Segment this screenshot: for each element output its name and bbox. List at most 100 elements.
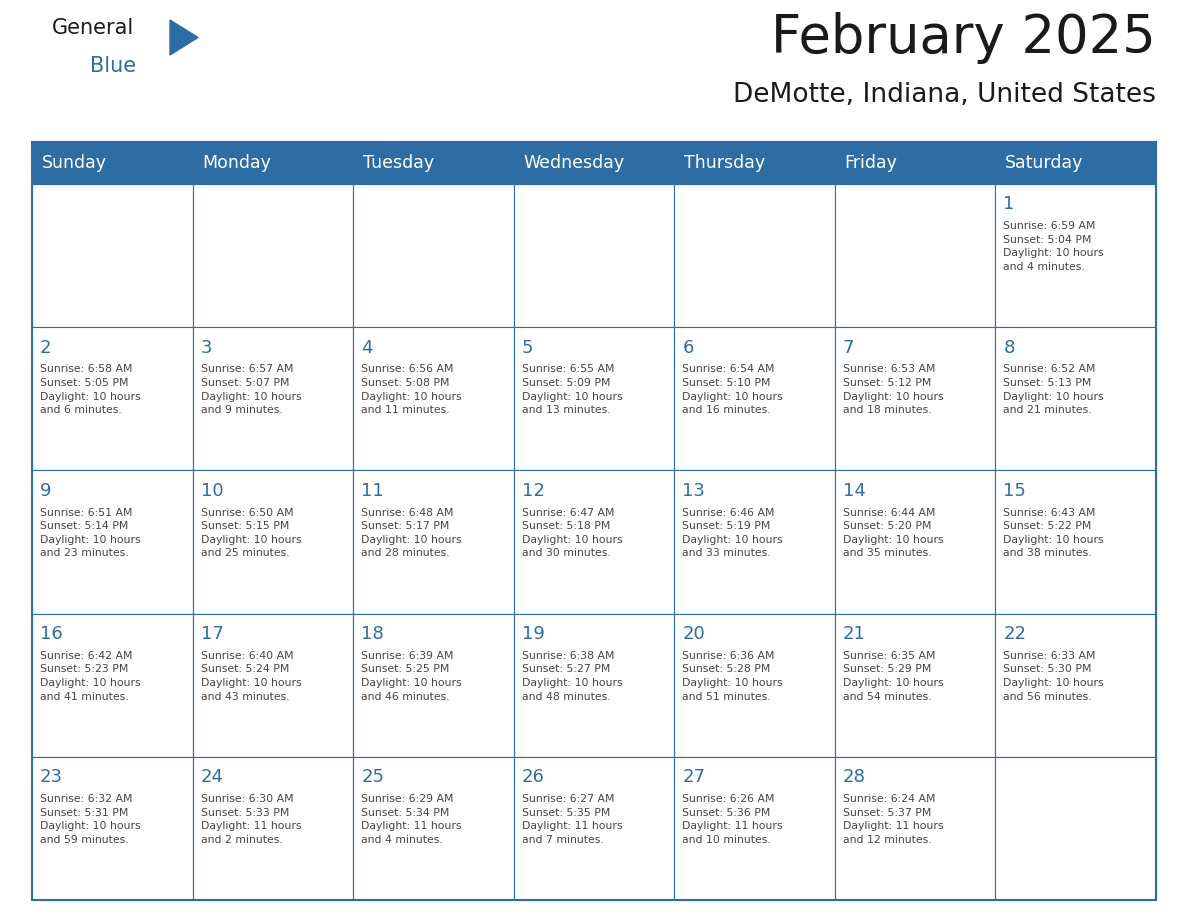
Text: Sunrise: 6:29 AM
Sunset: 5:34 PM
Daylight: 11 hours
and 4 minutes.: Sunrise: 6:29 AM Sunset: 5:34 PM Dayligh… xyxy=(361,794,462,845)
Bar xyxy=(192,184,353,327)
Bar xyxy=(996,470,1156,613)
Bar xyxy=(675,470,835,613)
Text: Sunrise: 6:43 AM
Sunset: 5:22 PM
Daylight: 10 hours
and 38 minutes.: Sunrise: 6:43 AM Sunset: 5:22 PM Dayligh… xyxy=(1004,508,1104,558)
Text: 7: 7 xyxy=(842,339,854,357)
Text: 23: 23 xyxy=(40,768,63,786)
Text: Sunrise: 6:27 AM
Sunset: 5:35 PM
Daylight: 11 hours
and 7 minutes.: Sunrise: 6:27 AM Sunset: 5:35 PM Dayligh… xyxy=(522,794,623,845)
Text: DeMotte, Indiana, United States: DeMotte, Indiana, United States xyxy=(733,82,1156,108)
Text: Sunrise: 6:42 AM
Sunset: 5:23 PM
Daylight: 10 hours
and 41 minutes.: Sunrise: 6:42 AM Sunset: 5:23 PM Dayligh… xyxy=(40,651,140,701)
Bar xyxy=(192,142,353,184)
Text: Sunrise: 6:59 AM
Sunset: 5:04 PM
Daylight: 10 hours
and 4 minutes.: Sunrise: 6:59 AM Sunset: 5:04 PM Dayligh… xyxy=(1004,221,1104,272)
Bar xyxy=(353,756,513,900)
Text: Saturday: Saturday xyxy=(1005,154,1083,172)
Bar xyxy=(192,327,353,470)
Text: Sunrise: 6:33 AM
Sunset: 5:30 PM
Daylight: 10 hours
and 56 minutes.: Sunrise: 6:33 AM Sunset: 5:30 PM Dayligh… xyxy=(1004,651,1104,701)
Bar xyxy=(32,142,1156,900)
Text: 22: 22 xyxy=(1004,625,1026,643)
Text: 21: 21 xyxy=(842,625,866,643)
Text: 12: 12 xyxy=(522,482,544,500)
Bar xyxy=(353,470,513,613)
Bar xyxy=(996,613,1156,756)
Text: 20: 20 xyxy=(682,625,704,643)
Bar xyxy=(513,184,675,327)
Bar xyxy=(835,470,996,613)
Text: Sunrise: 6:55 AM
Sunset: 5:09 PM
Daylight: 10 hours
and 13 minutes.: Sunrise: 6:55 AM Sunset: 5:09 PM Dayligh… xyxy=(522,364,623,415)
Polygon shape xyxy=(170,20,198,55)
Text: Thursday: Thursday xyxy=(684,154,765,172)
Text: 8: 8 xyxy=(1004,339,1015,357)
Bar xyxy=(835,142,996,184)
Bar xyxy=(353,184,513,327)
Bar xyxy=(513,470,675,613)
Bar xyxy=(353,613,513,756)
Bar xyxy=(996,756,1156,900)
Text: 3: 3 xyxy=(201,339,213,357)
Bar xyxy=(32,756,192,900)
Text: Sunrise: 6:58 AM
Sunset: 5:05 PM
Daylight: 10 hours
and 6 minutes.: Sunrise: 6:58 AM Sunset: 5:05 PM Dayligh… xyxy=(40,364,140,415)
Bar xyxy=(513,142,675,184)
Bar xyxy=(675,184,835,327)
Text: 1: 1 xyxy=(1004,196,1015,214)
Text: 28: 28 xyxy=(842,768,866,786)
Bar xyxy=(996,184,1156,327)
Bar xyxy=(32,613,192,756)
Bar xyxy=(835,756,996,900)
Bar xyxy=(32,327,192,470)
Bar xyxy=(513,613,675,756)
Text: Sunrise: 6:26 AM
Sunset: 5:36 PM
Daylight: 11 hours
and 10 minutes.: Sunrise: 6:26 AM Sunset: 5:36 PM Dayligh… xyxy=(682,794,783,845)
Text: 10: 10 xyxy=(201,482,223,500)
Text: Sunrise: 6:30 AM
Sunset: 5:33 PM
Daylight: 11 hours
and 2 minutes.: Sunrise: 6:30 AM Sunset: 5:33 PM Dayligh… xyxy=(201,794,301,845)
Text: February 2025: February 2025 xyxy=(771,12,1156,64)
Bar xyxy=(32,470,192,613)
Text: Friday: Friday xyxy=(845,154,897,172)
Text: Sunrise: 6:54 AM
Sunset: 5:10 PM
Daylight: 10 hours
and 16 minutes.: Sunrise: 6:54 AM Sunset: 5:10 PM Dayligh… xyxy=(682,364,783,415)
Text: Sunrise: 6:47 AM
Sunset: 5:18 PM
Daylight: 10 hours
and 30 minutes.: Sunrise: 6:47 AM Sunset: 5:18 PM Dayligh… xyxy=(522,508,623,558)
Text: Sunrise: 6:35 AM
Sunset: 5:29 PM
Daylight: 10 hours
and 54 minutes.: Sunrise: 6:35 AM Sunset: 5:29 PM Dayligh… xyxy=(842,651,943,701)
Bar xyxy=(32,184,192,327)
Text: 25: 25 xyxy=(361,768,384,786)
Text: Sunrise: 6:44 AM
Sunset: 5:20 PM
Daylight: 10 hours
and 35 minutes.: Sunrise: 6:44 AM Sunset: 5:20 PM Dayligh… xyxy=(842,508,943,558)
Text: 9: 9 xyxy=(40,482,51,500)
Text: Wednesday: Wednesday xyxy=(524,154,625,172)
Bar xyxy=(32,142,192,184)
Bar xyxy=(835,327,996,470)
Text: Sunrise: 6:39 AM
Sunset: 5:25 PM
Daylight: 10 hours
and 46 minutes.: Sunrise: 6:39 AM Sunset: 5:25 PM Dayligh… xyxy=(361,651,462,701)
Text: Sunrise: 6:46 AM
Sunset: 5:19 PM
Daylight: 10 hours
and 33 minutes.: Sunrise: 6:46 AM Sunset: 5:19 PM Dayligh… xyxy=(682,508,783,558)
Text: Sunrise: 6:51 AM
Sunset: 5:14 PM
Daylight: 10 hours
and 23 minutes.: Sunrise: 6:51 AM Sunset: 5:14 PM Dayligh… xyxy=(40,508,140,558)
Bar xyxy=(996,327,1156,470)
Text: Sunrise: 6:57 AM
Sunset: 5:07 PM
Daylight: 10 hours
and 9 minutes.: Sunrise: 6:57 AM Sunset: 5:07 PM Dayligh… xyxy=(201,364,302,415)
Bar xyxy=(353,142,513,184)
Text: 16: 16 xyxy=(40,625,63,643)
Text: 17: 17 xyxy=(201,625,223,643)
Text: General: General xyxy=(52,18,134,38)
Bar xyxy=(675,142,835,184)
Text: Sunday: Sunday xyxy=(42,154,107,172)
Text: Blue: Blue xyxy=(90,56,137,76)
Bar xyxy=(513,756,675,900)
Bar xyxy=(675,756,835,900)
Text: 26: 26 xyxy=(522,768,544,786)
Text: 6: 6 xyxy=(682,339,694,357)
Text: 14: 14 xyxy=(842,482,866,500)
Text: 27: 27 xyxy=(682,768,706,786)
Text: Sunrise: 6:40 AM
Sunset: 5:24 PM
Daylight: 10 hours
and 43 minutes.: Sunrise: 6:40 AM Sunset: 5:24 PM Dayligh… xyxy=(201,651,302,701)
Bar xyxy=(835,184,996,327)
Bar xyxy=(996,142,1156,184)
Bar xyxy=(353,327,513,470)
Text: Sunrise: 6:32 AM
Sunset: 5:31 PM
Daylight: 10 hours
and 59 minutes.: Sunrise: 6:32 AM Sunset: 5:31 PM Dayligh… xyxy=(40,794,140,845)
Text: 19: 19 xyxy=(522,625,544,643)
Text: Sunrise: 6:36 AM
Sunset: 5:28 PM
Daylight: 10 hours
and 51 minutes.: Sunrise: 6:36 AM Sunset: 5:28 PM Dayligh… xyxy=(682,651,783,701)
Text: 5: 5 xyxy=(522,339,533,357)
Bar xyxy=(192,470,353,613)
Bar xyxy=(835,613,996,756)
Text: Sunrise: 6:50 AM
Sunset: 5:15 PM
Daylight: 10 hours
and 25 minutes.: Sunrise: 6:50 AM Sunset: 5:15 PM Dayligh… xyxy=(201,508,302,558)
Bar xyxy=(192,756,353,900)
Text: Sunrise: 6:52 AM
Sunset: 5:13 PM
Daylight: 10 hours
and 21 minutes.: Sunrise: 6:52 AM Sunset: 5:13 PM Dayligh… xyxy=(1004,364,1104,415)
Text: Sunrise: 6:48 AM
Sunset: 5:17 PM
Daylight: 10 hours
and 28 minutes.: Sunrise: 6:48 AM Sunset: 5:17 PM Dayligh… xyxy=(361,508,462,558)
Text: 2: 2 xyxy=(40,339,51,357)
Bar xyxy=(192,613,353,756)
Text: 13: 13 xyxy=(682,482,706,500)
Text: Sunrise: 6:24 AM
Sunset: 5:37 PM
Daylight: 11 hours
and 12 minutes.: Sunrise: 6:24 AM Sunset: 5:37 PM Dayligh… xyxy=(842,794,943,845)
Text: Sunrise: 6:56 AM
Sunset: 5:08 PM
Daylight: 10 hours
and 11 minutes.: Sunrise: 6:56 AM Sunset: 5:08 PM Dayligh… xyxy=(361,364,462,415)
Text: 18: 18 xyxy=(361,625,384,643)
